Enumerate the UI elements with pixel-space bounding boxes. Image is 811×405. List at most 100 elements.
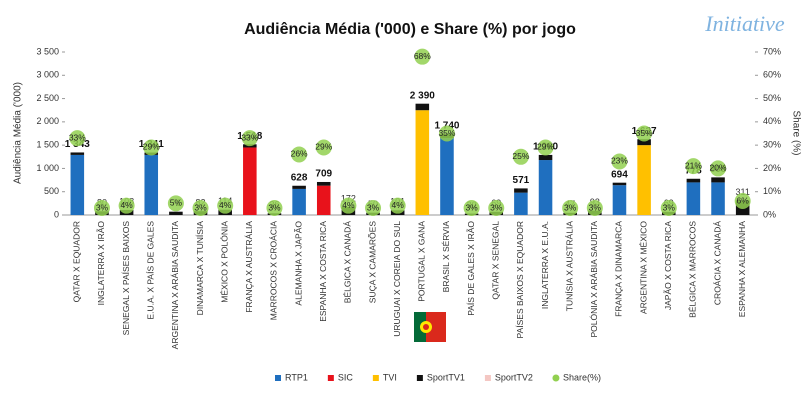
- share-label: 29%: [143, 142, 160, 152]
- x-tick-label: URUGUAI X COREIA DO SUL: [392, 221, 402, 337]
- share-marker: [389, 197, 406, 214]
- y2-axis-title: Share (%): [790, 110, 801, 155]
- share-label: 5%: [170, 198, 183, 208]
- x-tick-label: INGLATERRA X IRÃO: [96, 221, 106, 306]
- legend-label: SportTV1: [427, 372, 465, 382]
- share-marker: [266, 200, 283, 217]
- share-marker: [192, 200, 209, 217]
- total-label: 311: [735, 187, 749, 197]
- share-marker: [167, 195, 184, 212]
- share-marker: [143, 139, 160, 156]
- x-tick-label: MARROCOS X CROÁCIA: [269, 221, 279, 321]
- share-label: 33%: [241, 132, 258, 142]
- share-marker: [562, 200, 579, 217]
- bar-segment: [686, 182, 701, 215]
- share-label: 3%: [96, 202, 109, 212]
- legend-swatch: [275, 375, 281, 381]
- share-label: 4%: [219, 200, 232, 210]
- share-label: 29%: [537, 142, 554, 152]
- share-marker: [217, 197, 234, 214]
- x-tick-label: INGLATERRA X E.U.A.: [540, 221, 550, 309]
- total-label: 2 390: [410, 90, 435, 101]
- share-marker: [685, 158, 702, 175]
- share-marker: [512, 148, 529, 165]
- share-label: 3%: [194, 202, 207, 212]
- x-tick-label: BRASIL X SÉRVIA: [441, 221, 451, 293]
- y-tick-label: 3 000: [36, 70, 59, 80]
- share-label: 3%: [367, 202, 380, 212]
- share-marker: [414, 48, 431, 65]
- x-tick-label: ALEMANHA X JAPÃO: [293, 221, 303, 306]
- y-tick-label: 1 500: [36, 140, 59, 150]
- share-label: 20%: [710, 163, 727, 173]
- share-label: 25%: [512, 151, 529, 161]
- bar-segment: [144, 154, 159, 215]
- share-marker: [291, 146, 308, 163]
- bar-segment: [538, 154, 553, 161]
- share-label: 3%: [589, 202, 602, 212]
- total-label: 628: [291, 172, 308, 183]
- bar-segment: [711, 177, 725, 183]
- share-marker: [365, 200, 382, 217]
- y-tick-label: 3 500: [36, 46, 59, 56]
- bar-segment: [538, 160, 553, 215]
- x-tick-label: ARGENTINA X ARÁBIA SAUDITA: [170, 221, 180, 350]
- y-tick-label: 0: [54, 209, 59, 219]
- legend-label: Share(%): [563, 372, 601, 382]
- share-marker: [488, 200, 505, 217]
- share-label: 23%: [611, 156, 628, 166]
- x-tick-label: TUNÍSIA X AUSTRÁLIA: [564, 221, 574, 312]
- share-marker: [710, 160, 727, 177]
- bar-segment: [612, 182, 627, 186]
- share-marker: [438, 125, 455, 142]
- y-tick-label: 1 000: [36, 163, 59, 173]
- x-tick-label: QATAR X SENEGAL: [491, 221, 501, 300]
- legend-swatch: [552, 374, 560, 382]
- share-marker: [586, 200, 603, 217]
- x-tick-label: ESPANHA X ALEMANHA: [737, 221, 747, 318]
- legend-label: SIC: [338, 372, 354, 382]
- flag: [414, 312, 446, 342]
- share-label: 6%: [737, 195, 750, 205]
- y2-tick-label: 10%: [763, 186, 781, 196]
- share-label: 4%: [392, 200, 405, 210]
- x-tick-label: E.U.A. X PAÍS DE GALES: [146, 221, 156, 320]
- share-label: 3%: [465, 202, 478, 212]
- bar-segment: [292, 185, 306, 189]
- legend-swatch: [327, 375, 334, 381]
- bar-segment: [169, 211, 183, 215]
- share-marker: [611, 153, 628, 170]
- share-label: 33%: [69, 132, 86, 142]
- x-tick-label: BÉLGICA X MARROCOS: [688, 221, 698, 318]
- bar-segment: [514, 188, 528, 193]
- x-tick-label: ESPANHA X COSTA RICA: [318, 221, 328, 322]
- share-label: 29%: [315, 142, 332, 152]
- share-label: 4%: [342, 200, 355, 210]
- legend-label: RTP1: [285, 372, 308, 382]
- share-marker: [241, 130, 258, 147]
- y2-tick-label: 0%: [763, 209, 776, 219]
- bar-segment: [514, 192, 528, 215]
- bar-segment: [440, 138, 454, 215]
- share-label: 35%: [636, 128, 653, 138]
- share-marker: [734, 193, 751, 210]
- bar-segment: [292, 188, 306, 215]
- y2-tick-label: 40%: [763, 116, 781, 126]
- legend-swatch: [416, 375, 423, 381]
- share-marker: [537, 139, 554, 156]
- chart-title: Audiência Média ('000) e Share (%) por j…: [244, 21, 576, 38]
- bar-segment: [612, 185, 627, 215]
- bar-segment: [243, 147, 257, 215]
- legend-label: TVI: [383, 372, 397, 382]
- x-tick-label: MÉXICO X POLÓNIA: [219, 221, 229, 303]
- x-tick-label: PAÍSES BAIXOS X EQUADOR: [515, 221, 525, 338]
- legend-swatch: [484, 375, 491, 381]
- y-tick-label: 2 500: [36, 93, 59, 103]
- x-tick-label: CROÁCIA X CANADÁ: [712, 221, 722, 305]
- bar-segment: [316, 185, 331, 215]
- x-tick-label: DINAMARCA X TUNÍSIA: [195, 221, 205, 316]
- x-tick-label: ARGENTINA X MÉXICO: [638, 221, 648, 314]
- total-label: 694: [611, 169, 628, 180]
- x-tick-label: JAPÃO X COSTA RICA: [663, 221, 673, 310]
